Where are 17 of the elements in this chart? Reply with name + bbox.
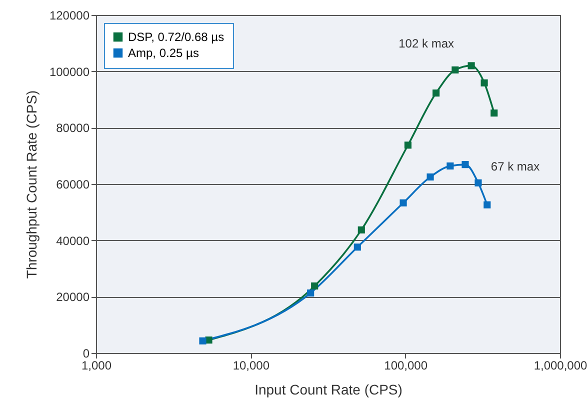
y-tick-label: 20000	[56, 290, 90, 304]
y-tick-label: 60000	[56, 178, 90, 192]
x-tick-label: 1,000	[81, 358, 112, 372]
annotation: 102 k max	[398, 36, 454, 51]
x-tick-label: 100,000	[384, 358, 428, 372]
y-tick-label: 120000	[49, 8, 90, 22]
y-tick-label: 0	[82, 346, 90, 360]
x-tick-label: 10,000	[232, 358, 270, 372]
annotation: 67 k max	[490, 160, 540, 174]
x-tick-label: 1,000,000	[534, 358, 587, 372]
legend-label: Amp, 0.25 µs	[128, 46, 199, 60]
legend-label: DSP, 0.72/0.68 µs	[128, 30, 224, 44]
x-axis-title: Input Count Rate (CPS)	[254, 382, 402, 398]
y-axis-title: Throughput Count Rate (CPS)	[23, 90, 40, 279]
y-tick-label: 80000	[56, 121, 90, 136]
y-tick-label: 40000	[56, 234, 90, 248]
y-tick-label: 100000	[49, 64, 90, 79]
